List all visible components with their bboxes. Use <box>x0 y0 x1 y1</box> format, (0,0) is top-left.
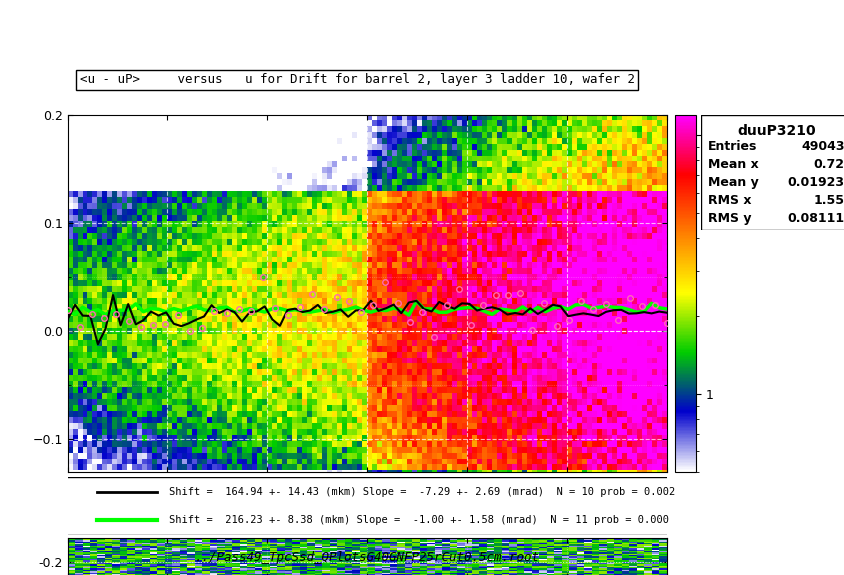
Text: Shift =  164.94 +- 14.43 (mkm) Slope =  -7.29 +- 2.69 (mrad)  N = 10 prob = 0.00: Shift = 164.94 +- 14.43 (mkm) Slope = -7… <box>170 486 676 497</box>
Text: RMS y: RMS y <box>708 212 752 225</box>
Text: Shift =  216.23 +- 8.38 (mkm) Slope =  -1.00 +- 1.58 (mrad)  N = 11 prob = 0.000: Shift = 216.23 +- 8.38 (mkm) Slope = -1.… <box>170 515 669 526</box>
Text: Mean x: Mean x <box>708 158 759 171</box>
Text: Entries: Entries <box>708 140 758 154</box>
Text: ../Pass49_TpcSsd_QPlotsG40GNFP25rCut0.5cm.root: ../Pass49_TpcSsd_QPlotsG40GNFP25rCut0.5c… <box>195 550 539 564</box>
Text: Mean y: Mean y <box>708 176 759 189</box>
Text: 0.01923: 0.01923 <box>787 176 844 189</box>
Text: 1.55: 1.55 <box>814 194 844 207</box>
Text: duuP3210: duuP3210 <box>737 124 816 138</box>
Text: 0.08111: 0.08111 <box>787 212 844 225</box>
Text: <u - uP>     versus   u for Drift for barrel 2, layer 3 ladder 10, wafer 2: <u - uP> versus u for Drift for barrel 2… <box>79 74 635 86</box>
Text: 49043: 49043 <box>801 140 844 154</box>
Text: RMS x: RMS x <box>708 194 752 207</box>
Text: 0.72: 0.72 <box>814 158 844 171</box>
